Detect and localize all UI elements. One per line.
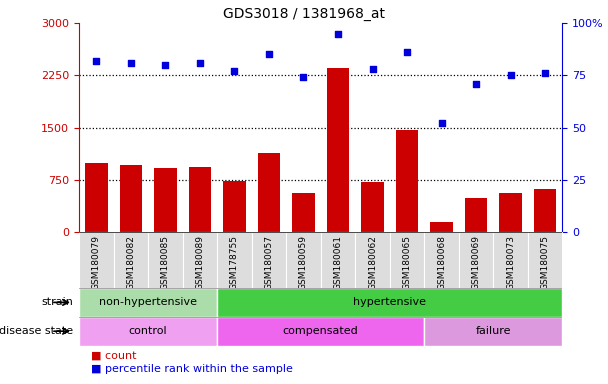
Bar: [396, 131, 418, 232]
Text: GSM180068: GSM180068: [437, 235, 446, 290]
Bar: [424, 232, 459, 288]
Bar: [223, 181, 246, 232]
Bar: [120, 166, 142, 232]
Text: non-hypertensive: non-hypertensive: [99, 297, 197, 308]
Text: control: control: [129, 326, 167, 336]
Point: [541, 70, 550, 76]
Point: [126, 60, 136, 66]
Bar: [182, 232, 217, 288]
Text: GSM180061: GSM180061: [333, 235, 342, 290]
Text: compensated: compensated: [283, 326, 359, 336]
Bar: [355, 232, 390, 288]
Bar: [79, 317, 217, 346]
Text: GSM180085: GSM180085: [161, 235, 170, 290]
Bar: [217, 317, 424, 346]
Point: [368, 66, 378, 72]
Text: GSM180057: GSM180057: [264, 235, 274, 290]
Text: hypertensive: hypertensive: [353, 297, 426, 308]
Point: [471, 81, 481, 87]
Point: [230, 68, 240, 74]
Bar: [148, 232, 182, 288]
Bar: [85, 162, 108, 232]
Bar: [258, 154, 280, 232]
Bar: [326, 68, 349, 232]
Text: GSM178755: GSM178755: [230, 235, 239, 290]
Bar: [217, 288, 562, 317]
Point: [333, 30, 343, 36]
Bar: [465, 198, 487, 232]
Point: [437, 121, 446, 127]
Point: [506, 72, 516, 78]
Bar: [114, 232, 148, 288]
Text: ■ percentile rank within the sample: ■ percentile rank within the sample: [91, 364, 293, 374]
Point: [91, 58, 101, 64]
Text: GSM180075: GSM180075: [541, 235, 550, 290]
Bar: [534, 189, 556, 232]
Bar: [292, 192, 315, 232]
Bar: [252, 232, 286, 288]
Bar: [154, 168, 176, 232]
Bar: [286, 232, 321, 288]
Bar: [79, 232, 114, 288]
Text: disease state: disease state: [0, 326, 73, 336]
Text: GSM180089: GSM180089: [195, 235, 204, 290]
Bar: [321, 232, 355, 288]
Text: ■ count: ■ count: [91, 350, 137, 360]
Point: [161, 62, 170, 68]
Text: GSM180059: GSM180059: [299, 235, 308, 290]
Bar: [430, 222, 453, 232]
Point: [402, 49, 412, 55]
Point: [264, 51, 274, 58]
Bar: [499, 193, 522, 232]
Bar: [188, 167, 211, 232]
Bar: [361, 182, 384, 232]
Bar: [528, 232, 562, 288]
Text: GSM180065: GSM180065: [402, 235, 412, 290]
Text: GSM180082: GSM180082: [126, 235, 136, 290]
Point: [299, 74, 308, 81]
Text: GSM180069: GSM180069: [472, 235, 480, 290]
Bar: [493, 232, 528, 288]
Text: failure: failure: [475, 326, 511, 336]
Bar: [217, 232, 252, 288]
Bar: [390, 232, 424, 288]
Bar: [79, 288, 217, 317]
Text: strain: strain: [41, 297, 73, 308]
Text: GSM180079: GSM180079: [92, 235, 101, 290]
Text: GSM180073: GSM180073: [506, 235, 515, 290]
Text: GDS3018 / 1381968_at: GDS3018 / 1381968_at: [223, 7, 385, 21]
Point: [195, 60, 205, 66]
Bar: [424, 317, 562, 346]
Bar: [459, 232, 493, 288]
Text: GSM180062: GSM180062: [368, 235, 377, 290]
